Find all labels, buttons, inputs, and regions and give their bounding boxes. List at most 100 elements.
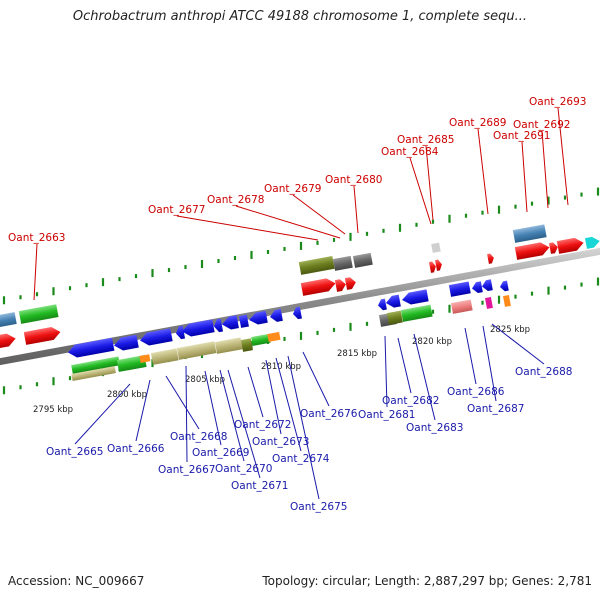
gene-shape — [240, 338, 253, 352]
gene-shape — [402, 289, 429, 305]
gene-shape — [23, 327, 61, 345]
leader-line — [541, 130, 549, 209]
gene-shape — [298, 255, 335, 275]
gene-shape — [500, 280, 509, 292]
scale-label-kbp: 2820 kbp — [412, 337, 452, 347]
gene-shape — [0, 312, 17, 328]
gene-label-bottom: Oant_2682 — [382, 395, 439, 407]
gene-label-bottom: Oant_2683 — [406, 422, 463, 434]
gene-shape — [176, 325, 186, 340]
gene-arrow — [503, 295, 511, 307]
leader-line — [235, 205, 341, 239]
gene-arrow — [270, 308, 283, 322]
gene-arrow — [431, 242, 441, 253]
gene-label-bottom: Oant_2675 — [290, 501, 347, 513]
gene-label-top: Oant_2692 — [513, 119, 570, 131]
gene-arrow — [0, 312, 17, 328]
gene-arrow — [176, 341, 217, 360]
gene-shape — [386, 310, 403, 325]
gene-shape — [400, 304, 433, 322]
gene-arrow — [140, 328, 173, 346]
gene-shape — [68, 337, 115, 358]
gene-arrow — [300, 278, 336, 296]
scale-label-kbp: 2825 kbp — [490, 325, 530, 335]
gene-shape — [114, 334, 139, 351]
gene-arrow — [334, 279, 346, 292]
gene-shape — [487, 253, 494, 264]
gene-arrow — [68, 337, 115, 358]
genome-summary: Topology: circular; Length: 2,887,297 bp… — [262, 574, 592, 588]
gene-shape — [352, 252, 373, 268]
gene-arrow — [71, 356, 121, 374]
gene-shape — [150, 348, 179, 365]
gene-label-bottom: Oant_2667 — [158, 464, 215, 476]
leader-line — [287, 355, 320, 500]
gene-shape — [332, 255, 353, 271]
gene-label-bottom: Oant_2673 — [252, 436, 309, 448]
gene-arrow — [23, 327, 61, 345]
map-title: Ochrobactrum anthropi ATCC 49188 chromos… — [72, 9, 528, 24]
gene-shape — [0, 333, 16, 349]
gene-arrow — [500, 280, 509, 292]
gene-shape — [482, 279, 493, 292]
leader-line — [74, 383, 131, 445]
gene-label-top: Oant_2684 — [381, 146, 439, 158]
gene-shape — [386, 294, 401, 308]
gene-label-top: Oant_2685 — [397, 134, 454, 146]
scale-label-kbp: 2800 kbp — [107, 390, 147, 400]
gene-label-bottom: Oant_2674 — [272, 453, 330, 465]
leader-line — [135, 379, 151, 442]
gene-arrow — [176, 325, 186, 340]
gene-arrow — [332, 255, 353, 271]
gene-arrow — [549, 242, 558, 254]
gene-arrow — [435, 259, 442, 271]
gene-label-top: Oant_2689 — [449, 117, 506, 129]
gene-arrow — [451, 299, 473, 314]
gene-arrow — [182, 319, 215, 337]
gene-arrow — [514, 242, 550, 260]
gene-label-top: Oant_2680 — [325, 174, 382, 186]
gene-shape — [267, 331, 281, 342]
gene-shape — [18, 304, 59, 324]
leader-line — [33, 243, 38, 301]
gene-shape — [431, 242, 441, 253]
leader-line — [482, 325, 497, 402]
gene-label-bottom: Oant_2671 — [231, 480, 288, 492]
scale-label-kbp: 2810 kbp — [261, 362, 301, 372]
gene-label-bottom: Oant_2665 — [46, 446, 103, 458]
leader-line — [265, 359, 282, 435]
leader-line — [292, 194, 346, 235]
gene-label-top: Oant_2677 — [148, 204, 205, 216]
leader-line — [491, 323, 545, 365]
gene-arrow — [512, 224, 547, 243]
leader-line — [176, 215, 319, 241]
gene-label-bottom: Oant_2669 — [192, 447, 249, 459]
scale-label-kbp: 2815 kbp — [337, 349, 377, 359]
gene-arrow — [293, 306, 302, 320]
gene-label-bottom: Oant_2681 — [358, 409, 415, 421]
leader-line — [247, 366, 264, 418]
leader-line — [384, 335, 388, 408]
gene-shape — [300, 278, 336, 296]
gene-arrow — [222, 315, 239, 330]
leader-line — [557, 107, 569, 206]
gene-arrow — [585, 236, 600, 249]
leader-line — [425, 145, 434, 221]
gene-shape — [556, 237, 584, 254]
leader-line — [477, 128, 489, 215]
gene-shape — [116, 355, 147, 372]
gene-shape — [222, 315, 239, 330]
gene-arrow — [267, 331, 281, 342]
gene-label-top: Oant_2679 — [264, 183, 321, 195]
gene-label-bottom: Oant_2687 — [467, 403, 524, 415]
gene-arrow — [71, 366, 116, 381]
gene-label-top: Oant_2691 — [493, 130, 550, 142]
gene-shape — [71, 366, 116, 381]
gene-label-top: Oant_2678 — [207, 194, 264, 206]
leader-line — [397, 337, 412, 394]
gene-shape — [378, 298, 387, 311]
gene-label-bottom: Oant_2668 — [170, 431, 227, 443]
gene-shape — [139, 354, 151, 363]
